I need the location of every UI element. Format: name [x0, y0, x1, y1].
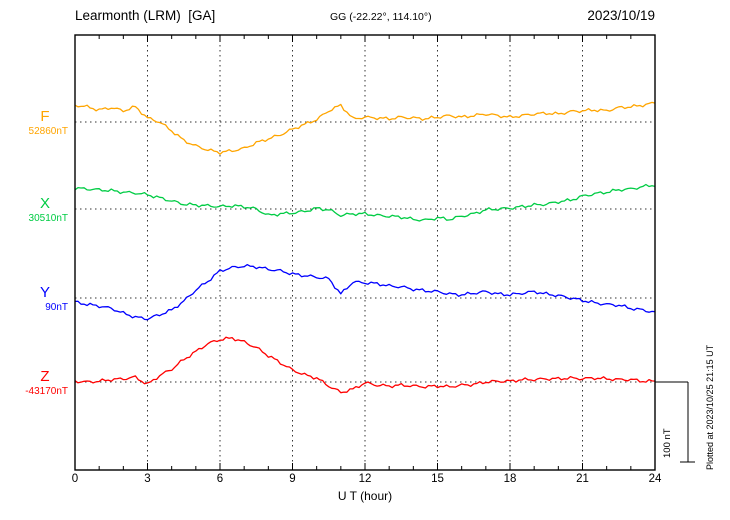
x-tick-label: 21 [576, 473, 589, 485]
scale-bar-label: 100 nT [662, 428, 673, 458]
x-tick-label: 18 [503, 473, 517, 485]
series-baseline-F: 52860nT [28, 126, 68, 137]
x-tick-label: 15 [431, 473, 444, 485]
x-axis-label: U T (hour) [337, 489, 393, 503]
series-label-F: F [40, 108, 50, 125]
x-tick-label: 9 [289, 473, 296, 485]
station-title: Learmonth (LRM) [GA] [75, 8, 216, 23]
series-baseline-Y: 90nT [45, 302, 68, 313]
series-label-Y: Y [39, 284, 50, 301]
series-baseline-X: 30510nT [28, 213, 68, 224]
x-tick-label: 0 [71, 473, 79, 485]
plotted-at-note: Plotted at 2023/10/25 21:15 UT [705, 344, 715, 470]
x-tick-label: 12 [358, 473, 372, 485]
series-label-X: X [39, 195, 50, 212]
x-tick-label: 6 [216, 473, 224, 485]
geographic-coordinates: GG (-22.22°, 114.10°) [330, 11, 432, 23]
x-tick-label: 3 [144, 473, 151, 485]
plot-date: 2023/10/19 [587, 8, 655, 23]
series-label-Z: Z [40, 368, 50, 385]
x-tick-label: 24 [648, 473, 662, 485]
series-baseline-Z: -43170nT [25, 386, 68, 397]
